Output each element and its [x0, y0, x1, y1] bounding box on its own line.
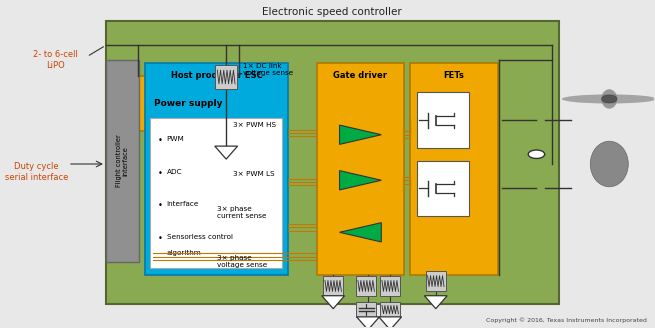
Text: 3× phase
current sense: 3× phase current sense [217, 206, 266, 219]
Text: 3× PWM LS: 3× PWM LS [233, 171, 274, 177]
Bar [106, 21, 559, 304]
Text: PWM: PWM [166, 136, 185, 142]
Text: 1× DC link
voltage sense: 1× DC link voltage sense [243, 63, 293, 76]
Text: •: • [158, 136, 162, 145]
Text: Sensorless control: Sensorless control [166, 234, 233, 240]
Bar [417, 92, 470, 148]
Bar [356, 276, 376, 296]
Bar [380, 276, 400, 296]
Bar [317, 63, 404, 275]
Text: Power supply: Power supply [154, 99, 223, 108]
Text: ADC: ADC [166, 169, 182, 175]
Text: 2- to 6-cell
LiPO: 2- to 6-cell LiPO [33, 50, 78, 70]
Ellipse shape [601, 89, 617, 109]
Text: 3× phase
voltage sense: 3× phase voltage sense [217, 255, 267, 268]
Text: ×3: ×3 [472, 184, 484, 193]
Circle shape [602, 95, 617, 103]
Polygon shape [339, 171, 381, 190]
Text: Host processor ESC: Host processor ESC [170, 71, 262, 80]
Bar [323, 276, 343, 296]
Ellipse shape [562, 94, 655, 104]
Polygon shape [339, 125, 381, 144]
Text: Interface: Interface [166, 201, 199, 207]
Polygon shape [322, 296, 345, 309]
Text: FETs: FETs [443, 71, 464, 80]
Text: •: • [158, 234, 162, 243]
Bar [215, 65, 237, 89]
Bar [145, 63, 288, 275]
Bar [356, 302, 376, 317]
Text: •: • [158, 201, 162, 210]
Bar [417, 161, 470, 216]
Polygon shape [339, 223, 381, 242]
Bar [138, 76, 239, 132]
Text: Gate driver: Gate driver [333, 71, 387, 80]
Bar [106, 60, 139, 261]
Bar [150, 118, 282, 268]
Polygon shape [215, 146, 238, 159]
Text: Flight controller
interface: Flight controller interface [116, 134, 129, 187]
Text: •: • [158, 169, 162, 178]
Bar [410, 63, 498, 275]
Text: Duty cycle
serial interface: Duty cycle serial interface [5, 162, 68, 182]
Polygon shape [356, 317, 379, 328]
Text: algorithm: algorithm [166, 250, 201, 256]
Circle shape [528, 150, 545, 158]
Polygon shape [424, 296, 447, 309]
Text: Electronic speed controller: Electronic speed controller [263, 7, 402, 17]
Bar [380, 302, 400, 317]
Text: ×3: ×3 [472, 115, 484, 125]
Ellipse shape [590, 141, 628, 187]
Bar [426, 271, 446, 291]
Text: 3× PWM HS: 3× PWM HS [233, 122, 276, 128]
Text: Copyright © 2016, Texas Instruments Incorporated: Copyright © 2016, Texas Instruments Inco… [487, 318, 647, 323]
Polygon shape [379, 317, 402, 328]
